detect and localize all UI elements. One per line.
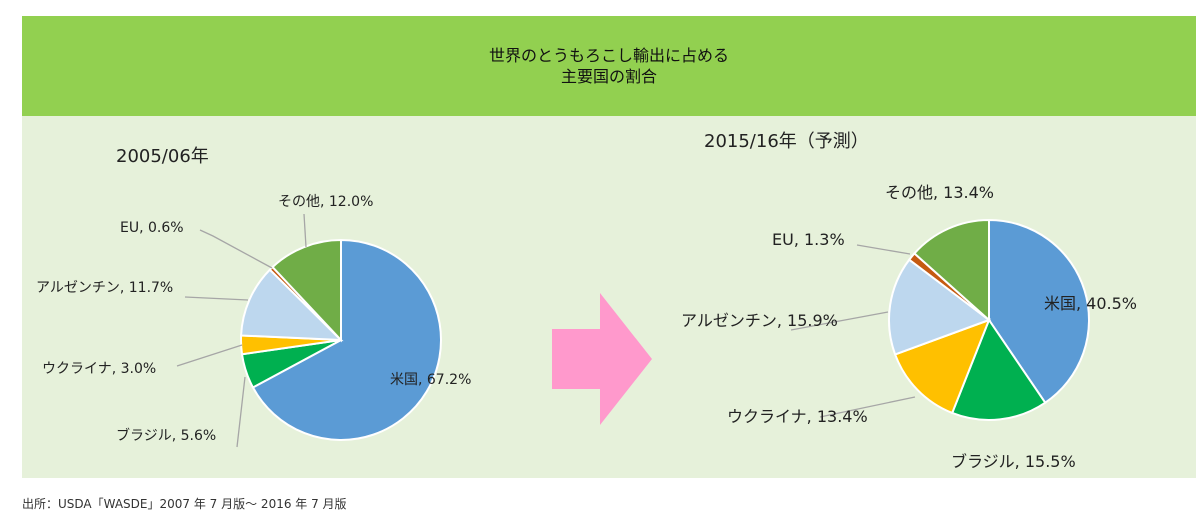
slice-label-argentina-2015: アルゼンチン, 15.9% [681,311,838,330]
slice-label-brazil-2005: ブラジル, 5.6% [116,427,216,444]
slice-other-2015 [912,218,990,323]
slice-label-other-2015: その他, 13.4% [885,183,994,202]
header-title-line1: 世界のとうもろこし輸出に占める [488,46,729,65]
slice-argentina-2015-leader-line [790,311,889,331]
source-note: 出所：USDA「WASDE」2007 年 7 月版～ 2016 年 7 月版 [22,497,347,511]
slice-ukraine-2015 [893,318,991,415]
slice-argentina-2005-leader-line [184,296,249,301]
slice-us-2015 [988,218,1090,405]
slice-us-2005 [251,238,443,441]
slice-brazil-2005-leader-line [236,376,246,448]
slice-eu-2015-leader-line [856,244,911,255]
slice-label-us-2015: 米国, 40.5% [1044,294,1137,313]
slice-eu-2005-leader-line [199,229,273,269]
pie-title-2015: 2015/16年（予測） [704,131,869,152]
slice-label-us-2005: 米国, 67.2% [390,372,471,388]
slice-ukraine-2015-leader-line [819,396,916,418]
slice-label-eu-2015: EU, 1.3% [772,230,845,249]
pie-leader-lines-2015 [790,244,916,418]
pie-slices-2005 [239,238,443,441]
slice-label-other-2005: その他, 12.0% [278,194,373,210]
slice-argentina-2005 [240,268,344,342]
pie-leader-lines-2005 [176,213,307,448]
arrow-shape [552,293,652,425]
slice-label-ukraine-2015: ウクライナ, 13.4% [727,407,868,426]
slice-label-eu-2005: EU, 0.6% [120,220,184,236]
slice-argentina-2015 [888,258,992,356]
pie-chart-2005: 2005/06年 米国, 67.2% ブラジル, 5.6% ウクライナ, 3.0… [36,146,471,448]
slice-label-brazil-2015: ブラジル, 15.5% [951,452,1076,471]
pie-slices-2015 [888,218,1090,421]
slice-ukraine-2005-leader-line [176,344,243,367]
slice-other-2005 [271,238,342,343]
slice-label-argentina-2005: アルゼンチン, 11.7% [36,280,173,296]
pie-chart-2015: 2015/16年（予測） 米国, 40.5% ブラジル, 15.5% ウクライナ… [681,131,1137,471]
header-title-line2: 主要国の割合 [560,67,657,86]
right-arrow-icon [552,293,652,425]
slice-label-ukraine-2005: ウクライナ, 3.0% [42,361,156,377]
slice-other-2005-leader-line [303,213,307,248]
slice-brazil-2015 [950,317,1047,421]
pie-title-2005: 2005/06年 [116,146,209,167]
chart-header: 世界のとうもろこし輸出に占める 主要国の割合 [22,16,1196,116]
